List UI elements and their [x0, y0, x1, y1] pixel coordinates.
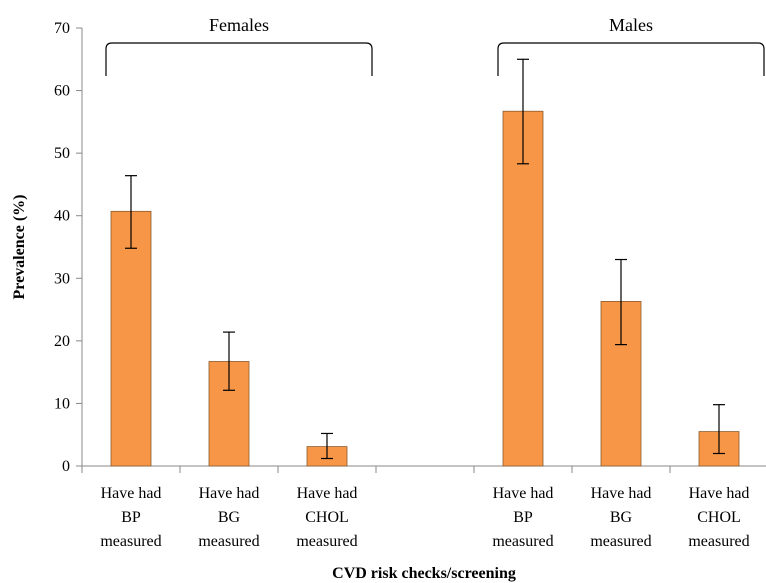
y-axis: 0 10 20 30 40 50 60 70 [54, 20, 83, 475]
error-bar [321, 432, 333, 460]
error-bar [713, 404, 725, 455]
group-bracket [497, 42, 765, 76]
y-tick-label: 30 [54, 270, 70, 287]
x-tick-label: Have had BG measured [198, 485, 259, 550]
y-tick-label: 20 [54, 333, 70, 350]
error-bars [125, 58, 725, 460]
x-tick-label: Have had BP measured [100, 485, 161, 550]
group-label: Males [609, 15, 653, 35]
error-bar [615, 258, 627, 346]
bars [110, 110, 740, 467]
y-tick-label: 70 [54, 20, 70, 37]
y-tick-label: 0 [62, 458, 70, 475]
x-axis-title: CVD risk checks/screening [332, 565, 516, 582]
bar [502, 110, 544, 467]
error-bar [223, 331, 235, 391]
y-axis-title: Prevalence (%) [11, 195, 28, 300]
group-label: Females [209, 15, 269, 35]
error-bar [125, 175, 137, 249]
group-bracket [105, 42, 373, 76]
x-tick-label: Have had BG measured [590, 485, 651, 550]
y-tick-label: 10 [54, 395, 70, 412]
group-brackets: Females Males [105, 15, 765, 76]
x-tick-label: Have had BP measured [492, 485, 553, 550]
y-tick-label: 40 [54, 208, 70, 225]
bar [110, 210, 152, 467]
x-tick-label: Have had CHOL measured [688, 485, 749, 550]
error-bar [517, 58, 529, 165]
y-tick-label: 50 [54, 145, 70, 162]
x-tick-label: Have had CHOL measured [296, 485, 357, 550]
y-tick-label: 60 [54, 83, 70, 100]
category-labels: Have had BP measured Have had BG measured Have… [100, 485, 749, 550]
x-axis [81, 465, 766, 473]
